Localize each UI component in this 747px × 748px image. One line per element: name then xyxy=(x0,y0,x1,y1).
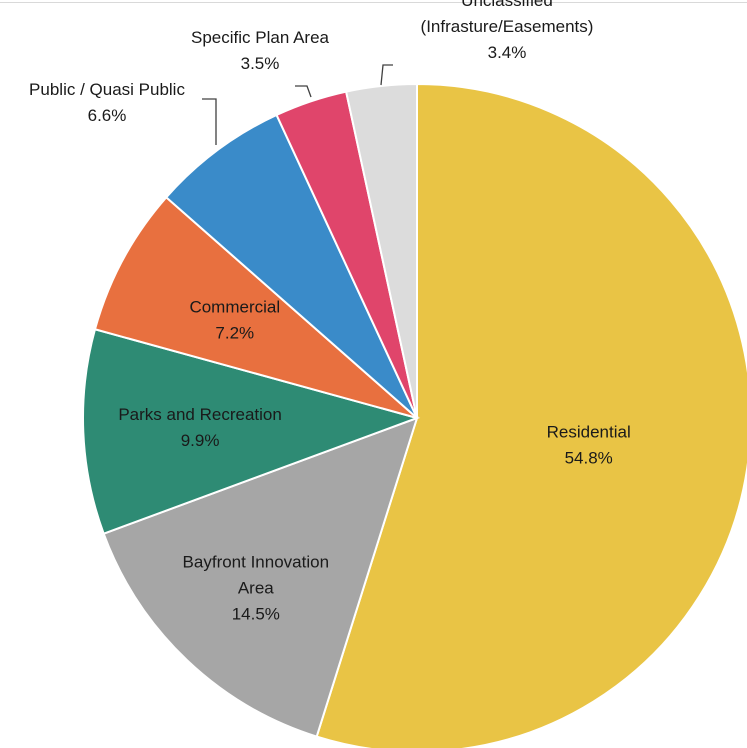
slice-category-label: Bayfront Innovation xyxy=(183,552,329,571)
slice-label-commercial: Commercial 7.2% xyxy=(189,298,280,343)
slice-category-label: Unclassified xyxy=(461,0,553,10)
slice-category-label: Residential xyxy=(547,422,631,441)
slice-category-label: Commercial xyxy=(189,298,280,317)
slice-value-label: 3.4% xyxy=(488,43,527,62)
leader-line-public-quasi-public xyxy=(202,98,217,145)
slice-value-label: 9.9% xyxy=(181,431,220,450)
slice-label-residential: Residential 54.8% xyxy=(547,422,631,467)
pie-slice-parks-and-recreation xyxy=(82,328,421,535)
slice-label-public-quasi-public: Public / Quasi Public 6.6% xyxy=(29,80,185,125)
slice-category-label: Specific Plan Area xyxy=(191,28,330,47)
slice-label-unclassified-infrasture-easements: Unclassified (Infrasture/Easements) 3.4% xyxy=(421,0,594,62)
slice-value-label: 14.5% xyxy=(232,604,280,623)
slice-category-label: Public / Quasi Public xyxy=(29,80,185,99)
leader-line-specific-plan-area xyxy=(295,85,312,98)
pie-slice-commercial xyxy=(93,195,418,419)
leader-line-unclassified-infrasture-easements xyxy=(380,64,393,86)
slice-label-specific-plan-area: Specific Plan Area 3.5% xyxy=(191,28,330,73)
top-rule xyxy=(0,2,747,3)
slices-layer xyxy=(82,82,747,748)
slice-value-label: 3.5% xyxy=(241,54,280,73)
slice-category-label: (Infrasture/Easements) xyxy=(421,17,594,36)
slice-value-label: 7.2% xyxy=(215,324,254,343)
slice-category-label: Area xyxy=(238,578,274,597)
pie-slice-unclassified-infrasture-easements xyxy=(344,82,418,419)
leader-lines xyxy=(202,64,393,145)
slice-labels: Residential 54.8% Bayfront Innovation Area 1… xyxy=(29,0,631,623)
slice-label-bayfront-innovation-area: Bayfront Innovation Area 14.5% xyxy=(183,552,329,623)
slice-value-label: 6.6% xyxy=(88,106,127,125)
slice-category-label: Parks and Recreation xyxy=(118,405,281,424)
pie-slice-public-quasi-public xyxy=(164,113,418,419)
slice-label-parks-and-recreation: Parks and Recreation 9.9% xyxy=(118,405,281,450)
slice-value-label: 54.8% xyxy=(565,448,613,467)
pie-slice-bayfront-innovation-area xyxy=(102,416,419,738)
pie-slice-residential xyxy=(315,82,747,748)
